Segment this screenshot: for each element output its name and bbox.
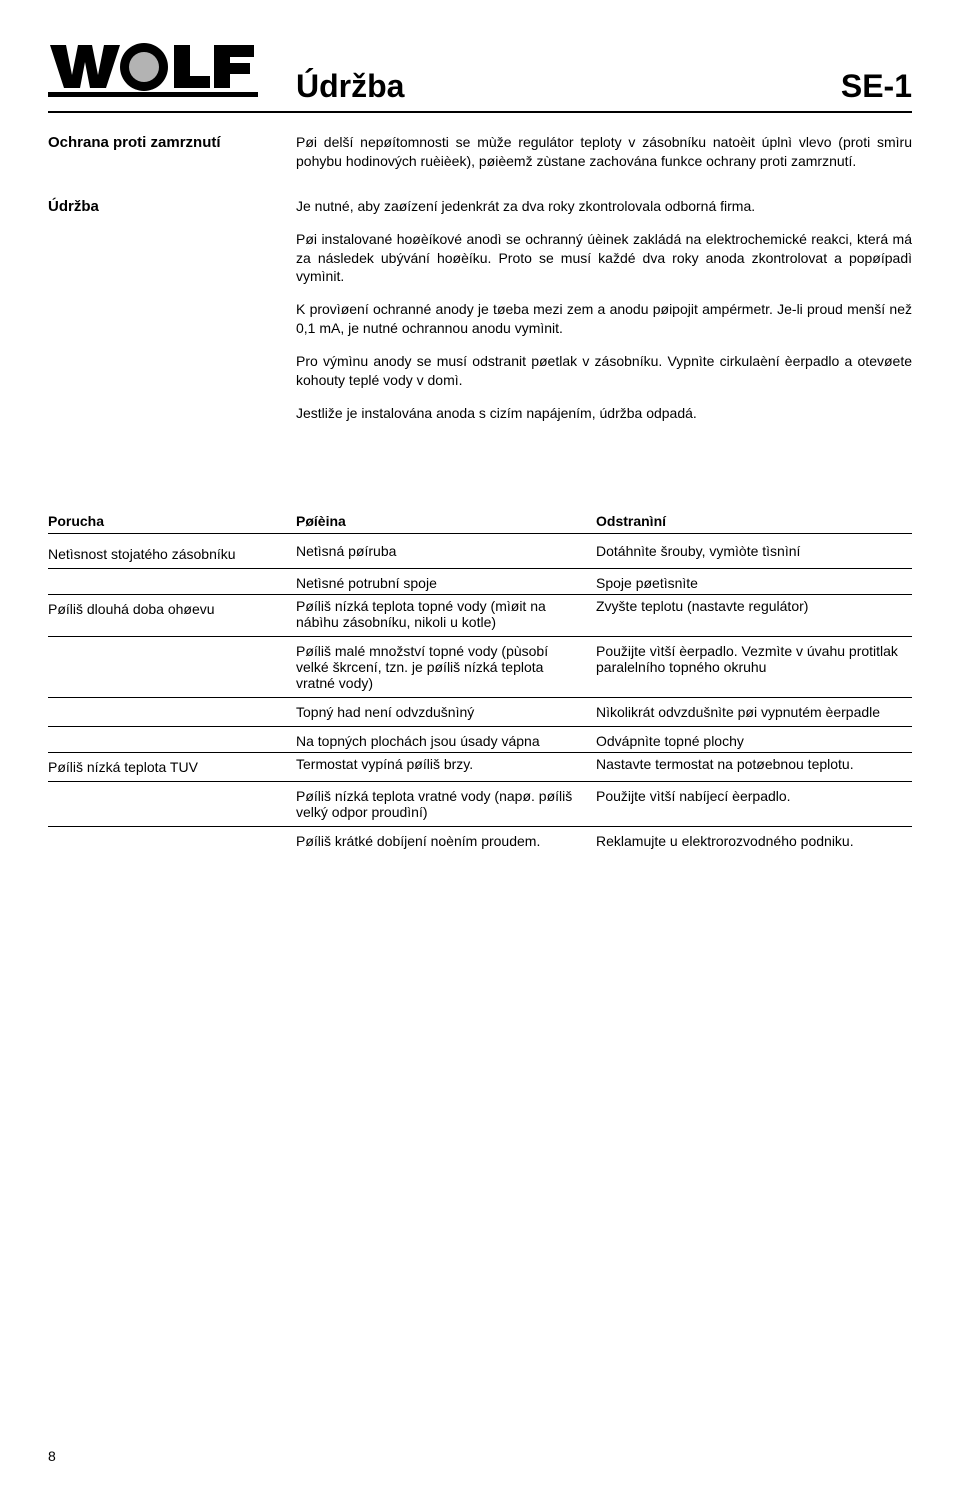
- table-row: Pøíliš nízká teplota vratné vody (napø. …: [48, 781, 912, 823]
- page-title: Údržba: [258, 68, 841, 105]
- cell-porucha: [48, 643, 296, 691]
- cell-pricina: Pøíliš krátké dobíjení noèním proudem.: [296, 833, 596, 849]
- paragraph: Pøi instalované hoøèíkové anodì se ochra…: [296, 230, 912, 287]
- page-code: SE-1: [841, 68, 912, 105]
- table-body: Netìsnost stojatého zásobníkuNetìsná pøí…: [48, 540, 912, 852]
- page-header: Údržba SE-1: [48, 40, 912, 113]
- cell-porucha: [48, 575, 296, 591]
- cell-pricina: Termostat vypíná pøíliš brzy.: [296, 756, 596, 775]
- table-row: Pøíliš dlouhá doba ohøevuPøíliš nízká te…: [48, 595, 912, 633]
- section-body: Pøi delší nepøítomnosti se mùže reguláto…: [296, 133, 912, 171]
- cell-porucha: Netìsnost stojatého zásobníku: [48, 543, 296, 562]
- cell-odstraneni: Použijte vìtší nabíjecí èerpadlo.: [596, 788, 912, 820]
- cell-porucha: [48, 704, 296, 720]
- cell-pricina: Netìsné potrubní spoje: [296, 575, 596, 591]
- paragraph: Pøi delší nepøítomnosti se mùže reguláto…: [296, 133, 912, 171]
- cell-odstraneni: Reklamujte u elektrorozvodného podniku.: [596, 833, 912, 849]
- table-group: Netìsnost stojatého zásobníkuNetìsná pøí…: [48, 540, 912, 595]
- table-row: Topný had není odvzdušnìnýNìkolikrát odv…: [48, 697, 912, 723]
- cell-pricina: Na topných plochách jsou úsady vápna: [296, 733, 596, 749]
- cell-odstraneni: Použijte vìtší èerpadlo. Vezmìte v úvahu…: [596, 643, 912, 691]
- table-group: Pøíliš nízká teplota TUVTermostat vypíná…: [48, 753, 912, 852]
- cell-pricina: Pøíliš nízká teplota vratné vody (napø. …: [296, 788, 596, 820]
- cell-porucha: Pøíliš nízká teplota TUV: [48, 756, 296, 775]
- paragraph: Jestliže je instalována anoda s cizím na…: [296, 404, 912, 423]
- cell-pricina: Pøíliš malé množství topné vody (pùsobí …: [296, 643, 596, 691]
- sections-container: Ochrana proti zamrznutíPøi delší nepøíto…: [48, 133, 912, 423]
- col-header-pricina: Pøíèina: [296, 513, 596, 529]
- section: ÚdržbaJe nutné, aby zaøízení jedenkrát z…: [48, 197, 912, 423]
- table-row: Pøíliš nízká teplota TUVTermostat vypíná…: [48, 753, 912, 778]
- cell-porucha: Pøíliš dlouhá doba ohøevu: [48, 598, 296, 630]
- table-row: Pøíliš malé množství topné vody (pùsobí …: [48, 636, 912, 694]
- table-group: Pøíliš dlouhá doba ohøevuPøíliš nízká te…: [48, 595, 912, 753]
- cell-pricina: Pøíliš nízká teplota topné vody (mìøit n…: [296, 598, 596, 630]
- cell-odstraneni: Nìkolikrát odvzdušnìte pøi vypnutém èerp…: [596, 704, 912, 720]
- col-header-odstraneni: Odstranìní: [596, 513, 912, 529]
- table-row: Pøíliš krátké dobíjení noèním proudem.Re…: [48, 826, 912, 852]
- col-header-porucha: Porucha: [48, 513, 296, 529]
- wolf-logo: [48, 40, 258, 105]
- cell-odstraneni: Zvyšte teplotu (nastavte regulátor): [596, 598, 912, 630]
- cell-odstraneni: Dotáhnìte šrouby, vymìòte tìsnìní: [596, 543, 912, 562]
- table-row: Na topných plochách jsou úsady vápnaOdvá…: [48, 726, 912, 752]
- cell-odstraneni: Nastavte termostat na potøebnou teplotu.: [596, 756, 912, 775]
- cell-odstraneni: Odvápnìte topné plochy: [596, 733, 912, 749]
- cell-pricina: Netìsná pøíruba: [296, 543, 596, 562]
- paragraph: Je nutné, aby zaøízení jedenkrát za dva …: [296, 197, 912, 216]
- troubleshoot-table: Porucha Pøíèina Odstranìní Netìsnost sto…: [48, 513, 912, 852]
- cell-porucha: [48, 833, 296, 849]
- paragraph: Pro výmìnu anody se musí odstranit pøetl…: [296, 352, 912, 390]
- cell-porucha: [48, 733, 296, 749]
- section-label: Údržba: [48, 197, 296, 423]
- page-number: 8: [48, 1448, 56, 1464]
- cell-porucha: [48, 788, 296, 820]
- table-header-row: Porucha Pøíèina Odstranìní: [48, 513, 912, 534]
- table-row: Netìsnost stojatého zásobníkuNetìsná pøí…: [48, 540, 912, 565]
- section: Ochrana proti zamrznutíPøi delší nepøíto…: [48, 133, 912, 171]
- paragraph: K provìøení ochranné anody je tøeba mezi…: [296, 300, 912, 338]
- table-row: Netìsné potrubní spojeSpoje pøetìsnìte: [48, 568, 912, 594]
- cell-odstraneni: Spoje pøetìsnìte: [596, 575, 912, 591]
- section-body: Je nutné, aby zaøízení jedenkrát za dva …: [296, 197, 912, 423]
- section-label: Ochrana proti zamrznutí: [48, 133, 296, 171]
- cell-pricina: Topný had není odvzdušnìný: [296, 704, 596, 720]
